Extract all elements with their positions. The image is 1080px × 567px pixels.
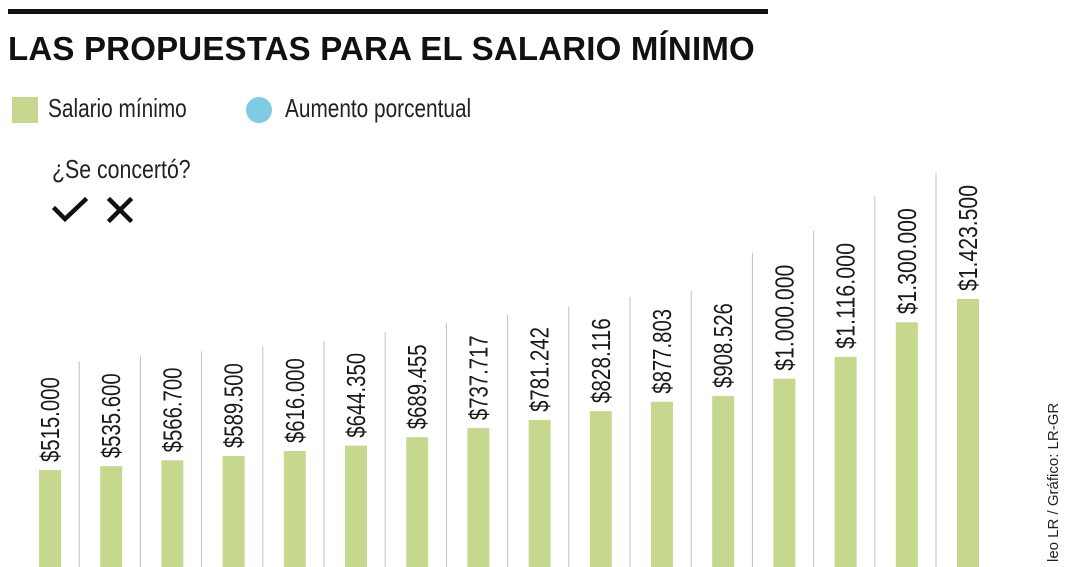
value-label: $1.000.000 <box>769 265 799 371</box>
salary-bar <box>406 437 429 567</box>
salary-bar <box>161 460 184 567</box>
legend-label-salario: Salario mínimo <box>48 93 187 123</box>
value-label: $781.242 <box>525 327 555 412</box>
salary-bar-chart: $515.000 $535.600 $566.700 $589.500 $616.000… <box>35 173 983 567</box>
salary-bar <box>895 322 918 567</box>
legend-label-aumento: Aumento porcentual <box>285 93 472 123</box>
value-label: $689.455 <box>402 344 432 429</box>
salary-bar <box>345 445 367 567</box>
chart-title: LAS PROPUESTAS PARA EL SALARIO MÍNIMO <box>8 30 755 67</box>
value-label: $908.526 <box>708 303 738 388</box>
value-label: $589.500 <box>219 363 249 448</box>
value-label: $737.717 <box>463 335 493 420</box>
value-label: $616.000 <box>280 358 310 443</box>
value-label: $644.350 <box>341 353 371 438</box>
salary-bar <box>957 299 979 567</box>
salary-bar <box>773 378 796 567</box>
salary-bar <box>651 401 673 567</box>
value-label: $877.803 <box>647 309 677 394</box>
value-label: $535.600 <box>96 373 126 458</box>
salary-bar <box>100 466 123 567</box>
top-rule <box>8 9 768 14</box>
salary-bar <box>222 456 245 567</box>
value-label: $828.116 <box>586 318 616 403</box>
value-label: $566.700 <box>157 368 187 453</box>
source-credit: leo LR / Gráfico: LR-GR <box>1045 402 1062 562</box>
salary-bar <box>467 428 490 567</box>
value-label: $1.423.500 <box>953 185 983 291</box>
salary-bar <box>712 395 735 567</box>
salary-bar <box>283 451 306 567</box>
value-label: $515.000 <box>35 377 65 462</box>
legend-swatch-aumento <box>246 97 272 123</box>
salary-bar <box>39 470 61 567</box>
legend-swatch-salario <box>12 97 38 123</box>
salary-bar <box>834 356 857 567</box>
value-label: $1.300.000 <box>892 208 922 314</box>
salary-bar <box>589 411 612 567</box>
check-icon <box>52 196 88 223</box>
x-icon <box>106 196 134 224</box>
concert-question: ¿Se concertó? <box>52 154 191 184</box>
value-label: $1.116.000 <box>831 243 861 349</box>
salary-bar <box>528 419 551 567</box>
